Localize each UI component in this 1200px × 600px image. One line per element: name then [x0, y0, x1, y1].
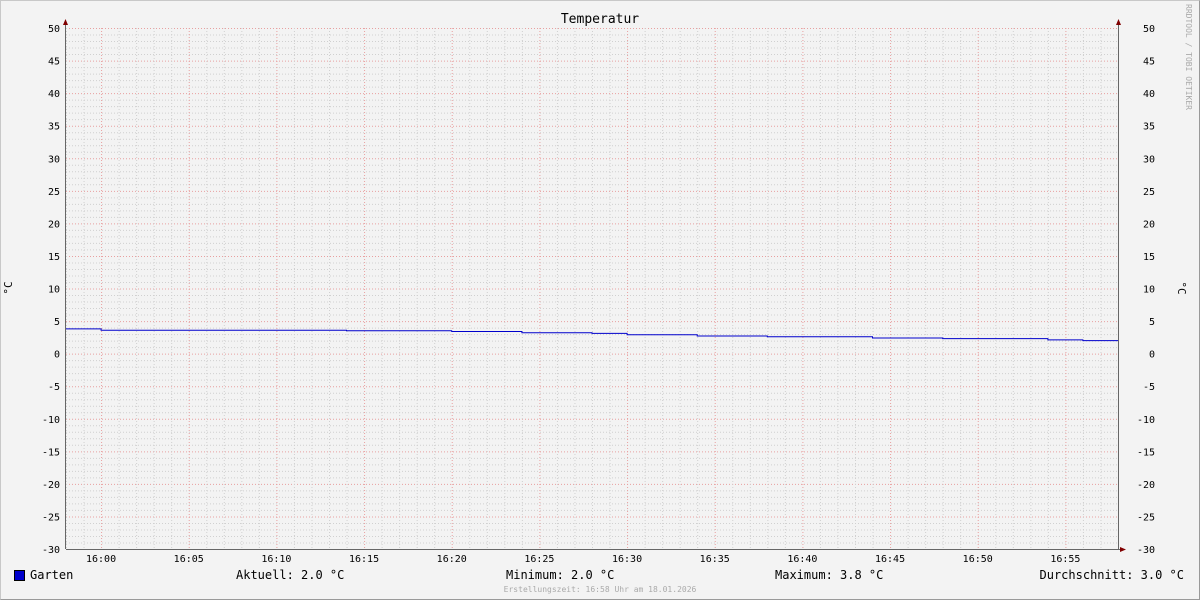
x-tick-label: 16:35: [700, 554, 730, 565]
legend-average: Durchschnitt: 3.0 °C: [1039, 568, 1185, 582]
x-axis-arrow-icon: [1120, 547, 1126, 552]
chart-title: Temperatur: [561, 12, 639, 27]
y-axis-arrow-right-icon: [1116, 19, 1121, 25]
x-tick-label: 16:15: [349, 554, 379, 565]
y-tick-label-left: 25: [48, 187, 60, 198]
y-tick-label-right: -20: [1137, 480, 1155, 491]
y-tick-label-left: 35: [48, 122, 60, 133]
legend-minimum: Minimum: 2.0 °C: [506, 568, 615, 582]
y-tick-label-right: 15: [1143, 252, 1155, 263]
rrdtool-watermark: RRDTOOL / TOBI OETIKER: [1184, 4, 1193, 110]
legend-swatch-garten: [14, 570, 25, 581]
y-tick-label-right: 0: [1149, 350, 1155, 361]
y-tick-label-left: -25: [42, 512, 60, 523]
y-axis-arrow-left-icon: [63, 19, 68, 25]
x-tick-label: 16:50: [963, 554, 993, 565]
y-tick-label-right: -30: [1137, 545, 1155, 556]
y-tick-label-left: 40: [48, 89, 60, 100]
y-tick-label-left: -5: [48, 382, 60, 393]
legend-current: Aktuell: 2.0 °C: [236, 568, 345, 582]
legend-maximum: Maximum: 3.8 °C: [775, 568, 884, 582]
y-tick-label-right: 30: [1143, 154, 1155, 165]
y-tick-label-left: 30: [48, 154, 60, 165]
y-tick-label-right: -5: [1143, 382, 1155, 393]
y-tick-label-left: 45: [48, 57, 60, 68]
y-tick-label-right: 50: [1143, 24, 1155, 35]
x-tick-label: 16:45: [875, 554, 905, 565]
y-tick-label-right: 5: [1149, 317, 1155, 328]
x-tick-label: 16:30: [612, 554, 642, 565]
y-tick-label-left: -15: [42, 447, 60, 458]
y-tick-label-right: 40: [1143, 89, 1155, 100]
x-tick-label: 16:25: [524, 554, 554, 565]
y-axis-label-left: °C: [2, 281, 15, 294]
y-tick-label-right: 45: [1143, 57, 1155, 68]
y-axis-label-right: °C: [1175, 281, 1188, 294]
y-tick-label-right: -25: [1137, 512, 1155, 523]
y-tick-label-left: 0: [54, 350, 60, 361]
y-tick-label-right: -15: [1137, 447, 1155, 458]
y-tick-label-left: 20: [48, 219, 60, 230]
y-tick-label-right: 10: [1143, 285, 1155, 296]
y-tick-label-right: 20: [1143, 219, 1155, 230]
y-tick-label-left: 15: [48, 252, 60, 263]
x-tick-label: 16:20: [437, 554, 467, 565]
legend-series-name: Garten: [30, 568, 74, 582]
x-tick-label: 16:00: [86, 554, 116, 565]
y-tick-label-right: -10: [1137, 415, 1155, 426]
x-tick-label: 16:05: [174, 554, 204, 565]
series-line-garten: [66, 328, 1118, 342]
y-tick-label-left: -20: [42, 480, 60, 491]
creation-time: Erstellungszeit: 16:58 Uhr am 18.01.2026: [503, 585, 697, 594]
y-tick-label-left: -10: [42, 415, 60, 426]
y-tick-label-left: 50: [48, 24, 60, 35]
x-tick-label: 16:40: [787, 554, 817, 565]
x-tick-label: 16:10: [261, 554, 291, 565]
y-tick-label-right: 25: [1143, 187, 1155, 198]
y-tick-label-left: -30: [42, 545, 60, 556]
y-tick-label-left: 10: [48, 285, 60, 296]
x-tick-label: 16:55: [1050, 554, 1080, 565]
y-tick-label-right: 35: [1143, 122, 1155, 133]
y-tick-label-left: 5: [54, 317, 60, 328]
